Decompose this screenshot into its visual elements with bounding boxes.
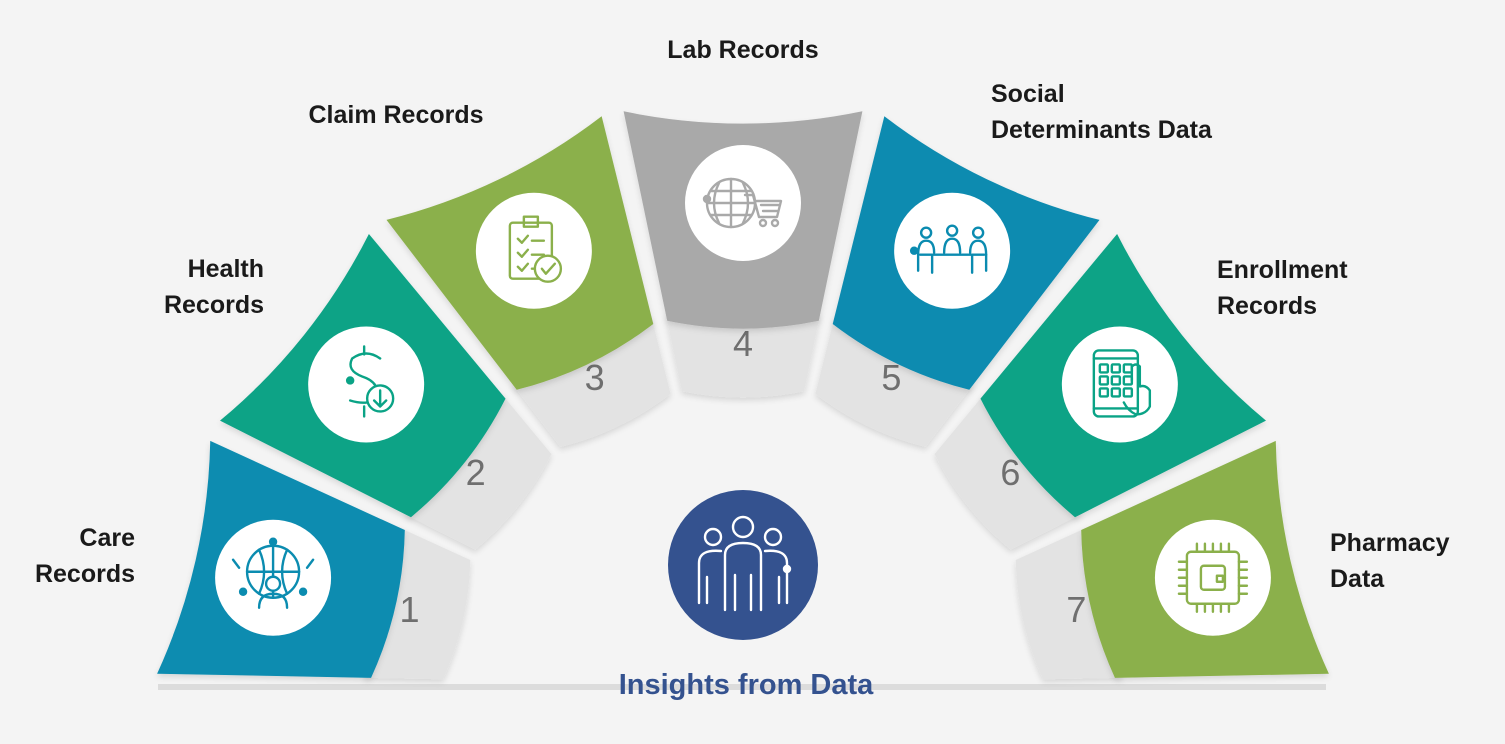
number-band-1 <box>363 526 471 680</box>
segment-number: 1 <box>400 589 420 630</box>
number-band-3 <box>511 316 671 447</box>
global-person-network-icon <box>215 519 332 636</box>
clipboard-check-icon <box>475 192 592 309</box>
center-hub: Insights from Data <box>619 490 874 701</box>
segment-number: 4 <box>733 323 753 364</box>
center-title: Insights from Data <box>619 669 874 701</box>
meeting-table-icon <box>894 192 1011 309</box>
segment-label: Claim Records <box>308 101 483 129</box>
segment-number: 2 <box>466 452 486 493</box>
segment-number: 7 <box>1066 589 1086 630</box>
segment-label: Health Records <box>164 255 264 319</box>
segment-label: Lab Records <box>667 36 818 64</box>
segment-label: Enrollment Records <box>1217 256 1348 320</box>
segment-labels: Care Records Health Records Claim Records Lab… <box>35 36 1450 593</box>
number-band-4 <box>665 312 821 398</box>
dollar-download-icon <box>308 326 425 443</box>
globe-cart-icon <box>685 145 801 261</box>
number-band-6 <box>934 392 1083 550</box>
segment-number: 5 <box>881 357 901 398</box>
segment-number: 3 <box>585 357 605 398</box>
people-group-figure <box>697 515 792 612</box>
number-ring: 1 2 3 4 5 6 7 <box>363 312 1123 680</box>
segment-label: Pharmacy Data <box>1330 529 1450 593</box>
chip-icon <box>1154 519 1271 636</box>
base-line <box>158 684 1326 690</box>
segment-number: 6 <box>1000 452 1020 493</box>
number-band-5 <box>815 316 975 447</box>
color-ring <box>157 111 1329 678</box>
tablet-touch-icon <box>1061 326 1178 443</box>
number-band-7 <box>1015 526 1123 680</box>
segment-label: Social Determinants Data <box>991 80 1213 144</box>
segment-label: Care Records <box>35 524 135 588</box>
number-band-2 <box>403 392 552 550</box>
people-group-icon <box>668 490 818 640</box>
